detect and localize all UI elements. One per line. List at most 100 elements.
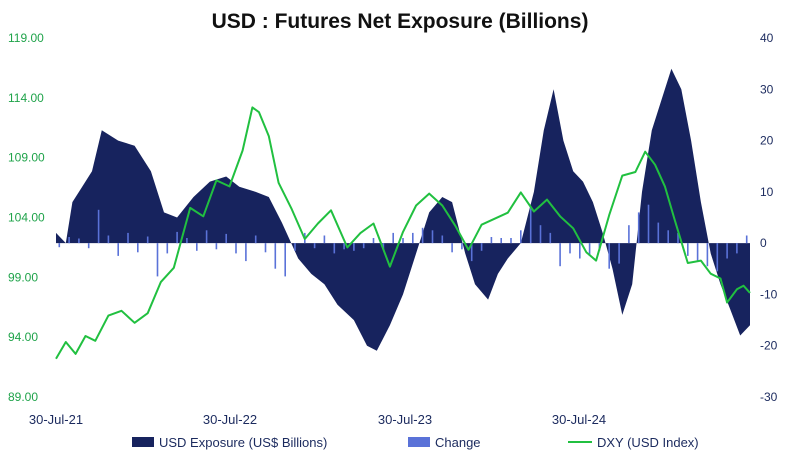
x-axis-tick: 30-Jul-24 xyxy=(552,412,606,427)
legend: USD Exposure (US$ Billions) Change DXY (US… xyxy=(132,435,699,450)
change-bar xyxy=(274,243,277,269)
change-bar xyxy=(215,243,218,250)
change-bar xyxy=(313,243,316,249)
change-bar xyxy=(588,243,591,256)
left-axis-tick: 119.00 xyxy=(8,31,44,45)
chart-title: USD : Futures Net Exposure (Billions) xyxy=(211,10,589,33)
change-bar xyxy=(107,235,110,244)
right-axis-tick: -10 xyxy=(760,287,778,301)
change-bar xyxy=(196,243,198,251)
right-axis-tick: -30 xyxy=(760,390,778,404)
change-bar xyxy=(333,243,336,254)
change-bar xyxy=(353,243,355,251)
exposure-area xyxy=(56,68,750,351)
change-bar xyxy=(500,238,502,244)
exposure-area-layer xyxy=(56,68,750,351)
change-bar xyxy=(245,243,247,262)
left-axis-tick: 109.00 xyxy=(8,151,45,165)
change-bar xyxy=(579,243,581,259)
change-bar xyxy=(117,243,119,256)
dxy-line-layer xyxy=(55,106,751,360)
change-bar xyxy=(186,238,188,244)
change-bar xyxy=(539,225,542,244)
change-bar xyxy=(254,235,257,244)
change-bar xyxy=(166,243,169,254)
left-axis-tick: 104.00 xyxy=(8,211,45,225)
legend-label-exposure: USD Exposure (US$ Billions) xyxy=(159,435,327,450)
change-bar xyxy=(146,236,149,244)
left-axis-tick: 89.00 xyxy=(8,390,38,404)
legend-label-dxy: DXY (USD Index) xyxy=(597,435,699,450)
change-bar xyxy=(520,230,522,244)
change-bar xyxy=(667,230,669,244)
x-axis: 30-Jul-21 30-Jul-22 30-Jul-23 30-Jul-24 xyxy=(29,412,606,427)
change-bar xyxy=(431,230,434,244)
right-axis-tick: 30 xyxy=(760,82,774,96)
change-bar xyxy=(382,243,385,250)
change-bar xyxy=(726,243,728,259)
right-axis-tick: 40 xyxy=(760,31,774,45)
change-bar xyxy=(628,225,630,244)
dxy-line xyxy=(55,106,751,360)
change-bar xyxy=(362,243,365,249)
change-bar xyxy=(510,238,512,244)
change-bar xyxy=(235,243,237,254)
change-bar xyxy=(97,209,100,244)
change-bar xyxy=(569,243,571,254)
change-bar xyxy=(637,212,640,244)
x-axis-tick: 30-Jul-21 xyxy=(29,412,83,427)
change-bar xyxy=(608,243,610,269)
change-bar xyxy=(687,243,689,256)
change-bar xyxy=(392,232,394,244)
change-bar xyxy=(412,232,414,244)
change-bar xyxy=(559,243,561,267)
change-bar xyxy=(441,235,444,244)
change-bar xyxy=(264,243,267,253)
right-y-axis: 40 30 20 10 0 -10 -20 -30 xyxy=(760,31,778,404)
change-bar xyxy=(490,237,493,244)
right-axis-tick: -20 xyxy=(760,339,778,353)
left-axis-tick: 114.00 xyxy=(8,91,44,105)
change-bar xyxy=(323,235,326,244)
change-bar xyxy=(284,243,286,277)
change-bar xyxy=(451,243,453,253)
right-axis-tick: 0 xyxy=(760,236,767,250)
left-axis-tick: 99.00 xyxy=(8,270,38,284)
change-bar xyxy=(372,238,375,244)
change-bar xyxy=(696,243,699,262)
legend-label-change: Change xyxy=(435,435,481,450)
change-bar xyxy=(87,243,90,249)
left-y-axis: 119.00 114.00 109.00 104.00 99.00 94.00 89.00 xyxy=(8,31,45,404)
change-bar xyxy=(480,243,483,251)
x-axis-tick: 30-Jul-22 xyxy=(203,412,257,427)
change-bar xyxy=(421,227,424,244)
change-bar xyxy=(745,235,748,244)
change-bar xyxy=(343,243,345,250)
change-bar xyxy=(549,232,552,244)
change-bar xyxy=(461,243,463,250)
change-bar xyxy=(647,204,650,244)
change-bar xyxy=(618,243,620,264)
legend-swatch-change xyxy=(408,437,430,447)
change-bar xyxy=(470,243,473,262)
change-bar xyxy=(402,238,404,244)
change-bar xyxy=(68,237,70,244)
right-axis-tick: 10 xyxy=(760,185,774,199)
x-axis-tick: 30-Jul-23 xyxy=(378,412,432,427)
change-bar xyxy=(156,243,159,277)
change-bar xyxy=(657,222,660,244)
change-bar xyxy=(529,207,532,244)
change-bar xyxy=(58,243,61,248)
change-bar xyxy=(137,243,139,253)
change-bar xyxy=(176,231,178,244)
change-bar xyxy=(78,238,80,244)
change-bar xyxy=(677,232,679,244)
change-bar xyxy=(127,232,129,244)
legend-swatch-exposure xyxy=(132,437,154,447)
right-axis-tick: 20 xyxy=(760,134,774,148)
change-bar xyxy=(716,243,719,272)
change-bar xyxy=(294,243,296,251)
change-bar xyxy=(205,230,208,244)
change-bar xyxy=(706,243,709,267)
